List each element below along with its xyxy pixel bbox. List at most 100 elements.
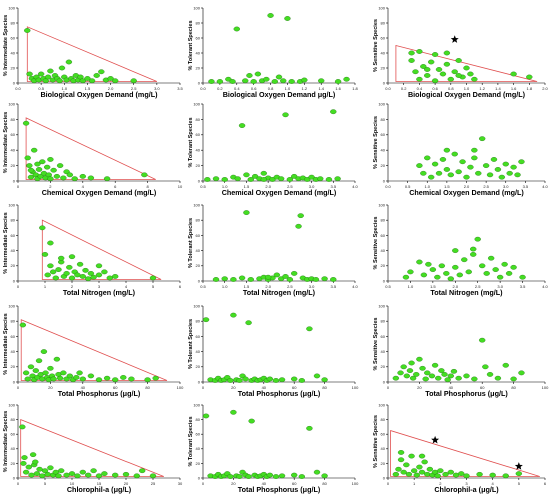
data-point [450,368,458,374]
x-tick-label: 3.5 [177,86,183,91]
data-point [422,376,429,382]
y-tick-label: 0 [198,475,201,480]
data-point [260,170,267,176]
y-tick-label: 100 [193,303,200,308]
y-tick-label: 40 [381,248,386,253]
y-tick-label: 60 [381,132,386,137]
x-tick-label: 0 [387,481,390,486]
y-tick-label: 20 [196,461,201,466]
y-tick-label: 60 [196,132,201,137]
data-point [434,473,441,479]
y-tick-label: 60 [11,35,16,40]
data-point [506,170,513,176]
data-point [21,455,28,460]
x-tick-label: 40 [262,385,267,390]
data-point [272,378,280,383]
x-axis-label: Chemical Oxygen Demand (mg/L) [42,188,157,197]
data-point [444,377,451,383]
y-tick-label: 80 [11,417,16,422]
data-point [443,61,451,67]
x-tick-label: 0.6 [251,86,257,91]
data-point [416,259,423,265]
x-tick-label: 5 [518,481,521,486]
data-point [343,76,350,82]
y-tick-label: 20 [381,364,386,369]
data-point [238,275,246,281]
data-point [452,264,459,270]
data-point [79,376,86,382]
data-point [277,176,285,182]
data-point [416,464,423,470]
x-tick-label: 2.5 [475,284,481,289]
star-marker-icon [450,35,459,43]
data-point [27,174,35,180]
x-tick-label: 4.0 [352,184,358,189]
data-point [408,360,415,366]
data-point [34,161,41,167]
x-tick-label: 2 [49,184,52,189]
y-tick-label: 100 [8,402,15,407]
x-tick-label: 1.0 [222,284,228,289]
data-point [245,320,252,326]
data-point [95,377,103,383]
data-point [431,78,439,84]
panel-2: 0.0 0.2 0.4 0.6 0.8 1.0 1.2 1.4 1.6 1.8 0 20 40 60 80 1… [188,5,359,99]
data-point [526,74,533,80]
data-point [60,175,67,181]
x-axis-label: Total Phosphorus (μg/L) [238,485,321,494]
data-point [204,177,211,182]
panel-1: 0.0 0.5 1.0 1.5 2.0 2.5 3.0 3.5 0 20 40 60 80 100 Biol… [3,5,184,99]
data-point [291,271,298,276]
x-tick-label: 100 [352,385,359,390]
x-tick-label: 3.0 [154,86,160,91]
data-point [56,163,64,168]
data-point [242,78,249,84]
data-point [455,375,462,381]
data-point [24,376,31,382]
x-tick-label: 1.6 [511,86,517,91]
data-point [413,372,420,377]
data-point [510,71,517,77]
data-point [420,170,427,176]
data-point [483,271,490,276]
x-tick-label: 4.0 [542,184,548,189]
data-point [101,269,108,275]
data-point [130,78,137,84]
data-point [458,471,465,476]
data-point [409,375,417,381]
data-point [482,163,490,168]
data-point [56,78,63,84]
data-point [122,471,130,477]
y-axis-label: % Intermediate Species [3,112,9,173]
x-tick-label: 2.0 [108,86,114,91]
data-point [71,176,78,182]
x-tick-label: 1.5 [444,184,450,189]
panel-10: 0 20 40 60 80 100 0 20 40 60 80 100 Total Phosphorus… [3,303,184,398]
data-point [518,370,525,376]
data-point [36,466,43,472]
data-point [442,471,449,477]
data-point [260,177,267,182]
data-point [149,473,157,479]
data-point [470,252,477,257]
data-point [82,267,89,273]
x-tick-label: 1.0 [464,86,470,91]
x-tick-label: 40 [262,481,267,486]
y-tick-label: 40 [11,148,16,153]
data-point [288,79,295,84]
x-tick-label: 80 [322,481,327,486]
y-tick-label: 20 [11,65,16,70]
data-point [79,174,86,179]
x-tick-label: 4.0 [542,284,548,289]
data-point [407,269,414,275]
x-tick-label: 3.5 [520,284,526,289]
data-point [435,170,443,176]
data-point [247,177,254,182]
panel-14: 0 20 40 60 80 100 0 20 40 60 80 100 Total Phosphorus… [188,402,359,494]
data-point [90,274,97,280]
x-tick-label: 2.5 [483,184,489,189]
data-point [470,246,477,252]
x-tick-label: 3.5 [331,284,337,289]
data-point [502,161,509,167]
